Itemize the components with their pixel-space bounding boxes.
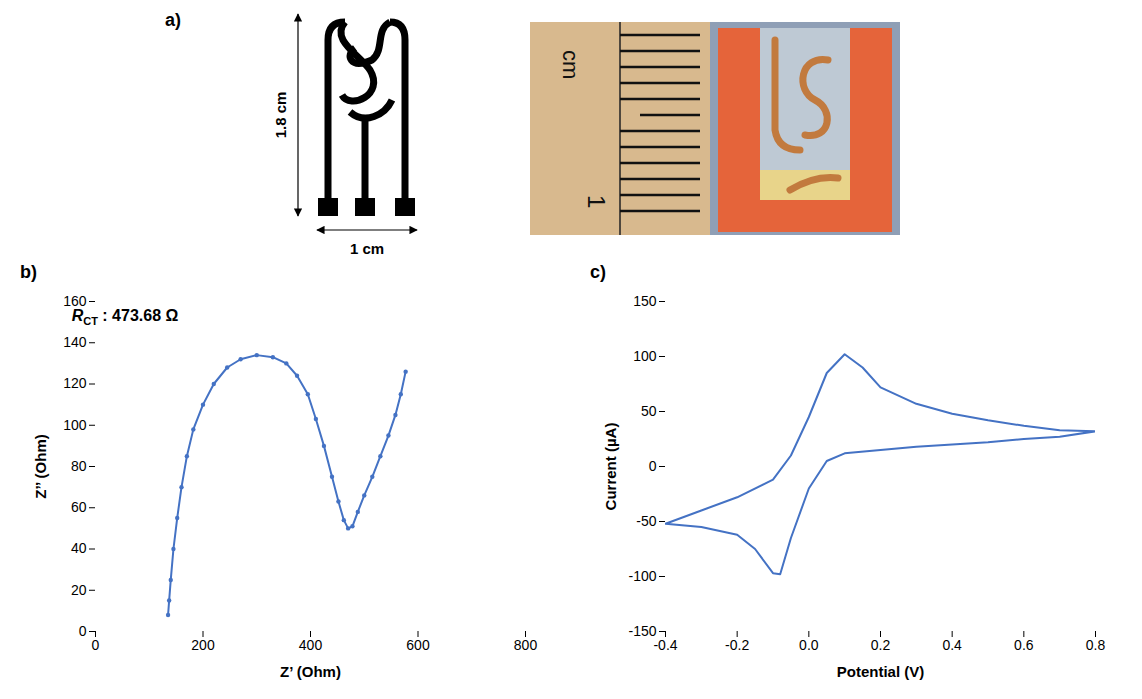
- svg-text:RCT : 473.68 Ω: RCT : 473.68 Ω: [72, 307, 179, 327]
- svg-text:120: 120: [63, 375, 87, 391]
- svg-text:150: 150: [633, 293, 657, 309]
- svg-text:-50: -50: [636, 513, 656, 529]
- svg-text:0: 0: [79, 623, 87, 639]
- svg-text:800: 800: [514, 637, 538, 653]
- svg-text:1: 1: [583, 195, 610, 208]
- svg-text:Current (µA): Current (µA): [602, 423, 619, 511]
- svg-text:-100: -100: [628, 568, 656, 584]
- svg-text:60: 60: [71, 499, 87, 515]
- svg-text:160: 160: [63, 293, 87, 309]
- svg-text:Z’’ (Ohm): Z’’ (Ohm): [32, 434, 49, 498]
- svg-text:80: 80: [71, 458, 87, 474]
- svg-text:0.6: 0.6: [1014, 637, 1034, 653]
- svg-text:-150: -150: [628, 623, 657, 639]
- svg-text:-0.2: -0.2: [725, 637, 749, 653]
- svg-text:100: 100: [633, 348, 657, 364]
- svg-text:a): a): [165, 10, 181, 30]
- svg-text:0: 0: [92, 637, 100, 653]
- svg-text:0.4: 0.4: [942, 637, 962, 653]
- svg-text:1.8 cm: 1.8 cm: [272, 92, 289, 139]
- svg-text:Potential (V): Potential (V): [837, 663, 925, 680]
- svg-text:40: 40: [71, 540, 87, 556]
- svg-text:0.0: 0.0: [799, 637, 819, 653]
- svg-text:400: 400: [299, 637, 323, 653]
- svg-text:1 cm: 1 cm: [350, 240, 384, 257]
- svg-text:50: 50: [641, 403, 657, 419]
- svg-text:100: 100: [63, 417, 87, 433]
- svg-text:cm: cm: [558, 50, 583, 79]
- svg-text:200: 200: [191, 637, 215, 653]
- html-text:c): c): [590, 262, 606, 282]
- svg-text:600: 600: [406, 637, 430, 653]
- html-text:b): b): [20, 262, 37, 282]
- svg-text:0: 0: [649, 458, 657, 474]
- svg-text:0.2: 0.2: [871, 637, 891, 653]
- svg-text:0.8: 0.8: [1086, 637, 1106, 653]
- svg-text:140: 140: [63, 334, 87, 350]
- svg-text:Z’ (Ohm): Z’ (Ohm): [280, 663, 341, 680]
- svg-text:20: 20: [71, 582, 87, 598]
- svg-text:-0.4: -0.4: [653, 637, 677, 653]
